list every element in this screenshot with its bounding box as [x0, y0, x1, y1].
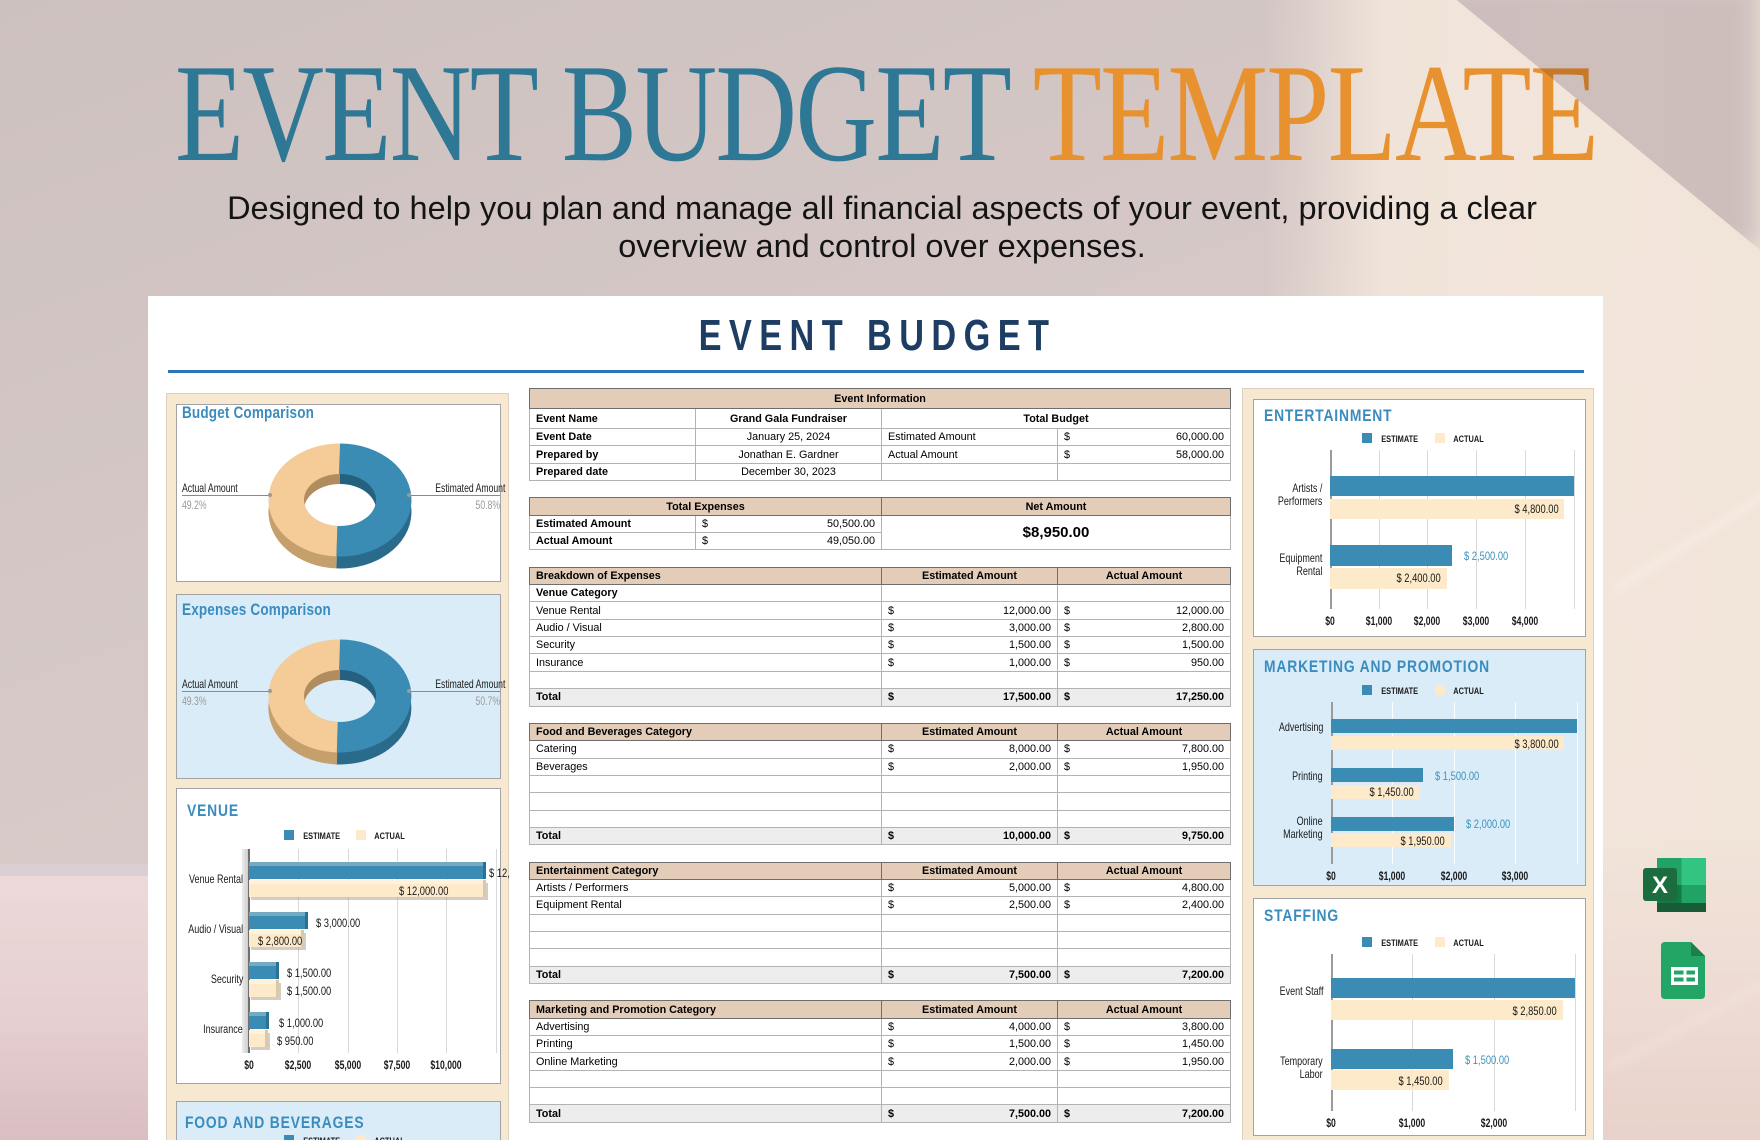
svg-text:X: X	[1652, 872, 1668, 899]
